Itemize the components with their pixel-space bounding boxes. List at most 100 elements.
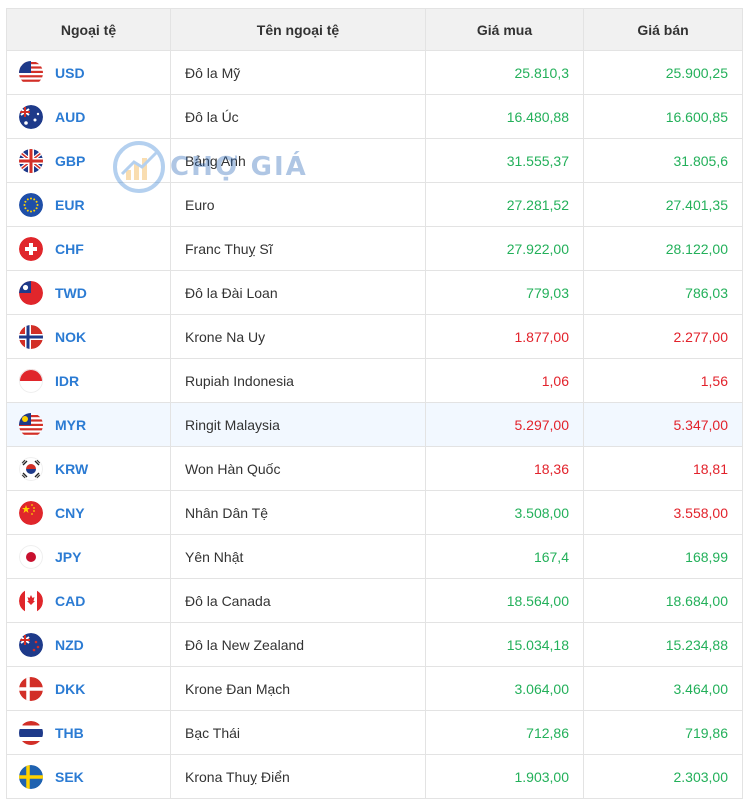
sell-price: 168,99 <box>583 534 743 579</box>
currency-code-cell: EUR <box>6 182 171 227</box>
table-row[interactable]: NZD Đô la New Zealand 15.034,18 15.234,8… <box>6 622 743 667</box>
table-row[interactable]: CAD Đô la Canada 18.564,00 18.684,00 <box>6 578 743 623</box>
table-row[interactable]: TWD Đô la Đài Loan 779,03 786,03 <box>6 270 743 315</box>
buy-price: 1,06 <box>425 358 584 403</box>
table-row[interactable]: EUR Euro 27.281,52 27.401,35 <box>6 182 743 227</box>
buy-price: 167,4 <box>425 534 584 579</box>
sell-price: 27.401,35 <box>583 182 743 227</box>
table-row[interactable]: CHF Franc Thuỵ Sĩ 27.922,00 28.122,00 <box>6 226 743 271</box>
buy-price: 27.281,52 <box>425 182 584 227</box>
table-row[interactable]: MYR Ringit Malaysia 5.297,00 5.347,00 <box>6 402 743 447</box>
dk-flag-icon <box>19 676 43 701</box>
currency-code-link[interactable]: AUD <box>55 108 86 125</box>
buy-price: 5.297,00 <box>425 402 584 447</box>
currency-code-cell: CNY <box>6 490 171 535</box>
sell-price: 31.805,6 <box>583 138 743 183</box>
currency-code-link[interactable]: MYR <box>55 416 87 433</box>
eu-flag-icon <box>19 192 43 217</box>
currency-code-cell: CHF <box>6 226 171 271</box>
buy-price: 25.810,3 <box>425 50 584 95</box>
buy-price: 16.480,88 <box>425 94 584 139</box>
table-row[interactable]: USD Đô la Mỹ 25.810,3 25.900,25 <box>6 50 743 95</box>
buy-price: 1.877,00 <box>425 314 584 359</box>
us-flag-icon <box>19 60 43 85</box>
currency-code-cell: AUD <box>6 94 171 139</box>
sell-price: 16.600,85 <box>583 94 743 139</box>
currency-code-cell: MYR <box>6 402 171 447</box>
currency-name: Krone Na Uy <box>170 314 426 359</box>
currency-code-link[interactable]: NZD <box>55 636 84 653</box>
currency-code-link[interactable]: GBP <box>55 152 86 169</box>
currency-code-link[interactable]: JPY <box>55 548 82 565</box>
currency-code-cell: JPY <box>6 534 171 579</box>
currency-code-link[interactable]: CNY <box>55 504 85 521</box>
table-row[interactable]: KRW Won Hàn Quốc 18,36 18,81 <box>6 446 743 491</box>
currency-name: Đô la Đài Loan <box>170 270 426 315</box>
table-row[interactable]: NOK Krone Na Uy 1.877,00 2.277,00 <box>6 314 743 359</box>
currency-name: Franc Thuỵ Sĩ <box>170 226 426 271</box>
header-sell[interactable]: Giá bán <box>583 8 743 51</box>
au-flag-icon <box>19 104 43 129</box>
sell-price: 2.277,00 <box>583 314 743 359</box>
jp-flag-icon <box>19 544 43 569</box>
currency-name: Won Hàn Quốc <box>170 446 426 491</box>
currency-code-cell: DKK <box>6 666 171 711</box>
currency-name: Đô la Canada <box>170 578 426 623</box>
currency-code-cell: KRW <box>6 446 171 491</box>
header-buy[interactable]: Giá mua <box>425 8 584 51</box>
sell-price: 1,56 <box>583 358 743 403</box>
exchange-rate-table: Ngoại tệ Tên ngoại tệ Giá mua Giá bán US… <box>6 8 743 799</box>
currency-code-link[interactable]: TWD <box>55 284 87 301</box>
nz-flag-icon <box>19 632 43 657</box>
currency-name: Rupiah Indonesia <box>170 358 426 403</box>
currency-code-cell: NOK <box>6 314 171 359</box>
buy-price: 779,03 <box>425 270 584 315</box>
currency-code-link[interactable]: DKK <box>55 680 86 697</box>
header-name[interactable]: Tên ngoại tệ <box>170 8 426 51</box>
id-flag-icon <box>19 368 43 393</box>
currency-name: Yên Nhật <box>170 534 426 579</box>
table-row[interactable]: DKK Krone Đan Mạch 3.064,00 3.464,00 <box>6 666 743 711</box>
kr-flag-icon <box>19 456 43 481</box>
currency-name: Krona Thuỵ Điển <box>170 754 426 799</box>
cn-flag-icon <box>19 500 43 525</box>
currency-code-link[interactable]: CAD <box>55 592 86 609</box>
sell-price: 3.558,00 <box>583 490 743 535</box>
table-row[interactable]: IDR Rupiah Indonesia 1,06 1,56 <box>6 358 743 403</box>
table-row[interactable]: CNY Nhân Dân Tệ 3.508,00 3.558,00 <box>6 490 743 535</box>
sell-price: 5.347,00 <box>583 402 743 447</box>
currency-code-link[interactable]: THB <box>55 724 84 741</box>
no-flag-icon <box>19 324 43 349</box>
table-row[interactable]: GBP Bảng Anh 31.555,37 31.805,6 <box>6 138 743 183</box>
currency-code-cell: THB <box>6 710 171 755</box>
currency-code-link[interactable]: USD <box>55 64 85 81</box>
table-row[interactable]: SEK Krona Thuỵ Điển 1.903,00 2.303,00 <box>6 754 743 799</box>
table-row[interactable]: JPY Yên Nhật 167,4 168,99 <box>6 534 743 579</box>
currency-code-link[interactable]: EUR <box>55 196 85 213</box>
sell-price: 719,86 <box>583 710 743 755</box>
buy-price: 3.064,00 <box>425 666 584 711</box>
currency-code-link[interactable]: NOK <box>55 328 87 345</box>
buy-price: 31.555,37 <box>425 138 584 183</box>
table-row[interactable]: AUD Đô la Úc 16.480,88 16.600,85 <box>6 94 743 139</box>
se-flag-icon <box>19 764 43 789</box>
currency-code-link[interactable]: IDR <box>55 372 80 389</box>
currency-code-cell: GBP <box>6 138 171 183</box>
currency-code-link[interactable]: SEK <box>55 768 84 785</box>
gb-flag-icon <box>19 148 43 173</box>
currency-name: Đô la Úc <box>170 94 426 139</box>
currency-name: Bảng Anh <box>170 138 426 183</box>
ch-flag-icon <box>19 236 43 261</box>
currency-code-link[interactable]: CHF <box>55 240 84 257</box>
currency-code-link[interactable]: KRW <box>55 460 89 477</box>
currency-code-cell: NZD <box>6 622 171 667</box>
sell-price: 18,81 <box>583 446 743 491</box>
header-code[interactable]: Ngoại tệ <box>6 8 171 51</box>
currency-name: Đô la Mỹ <box>170 50 426 95</box>
buy-price: 18.564,00 <box>425 578 584 623</box>
buy-price: 712,86 <box>425 710 584 755</box>
table-row[interactable]: THB Bạc Thái 712,86 719,86 <box>6 710 743 755</box>
currency-name: Đô la New Zealand <box>170 622 426 667</box>
buy-price: 3.508,00 <box>425 490 584 535</box>
currency-code-cell: SEK <box>6 754 171 799</box>
